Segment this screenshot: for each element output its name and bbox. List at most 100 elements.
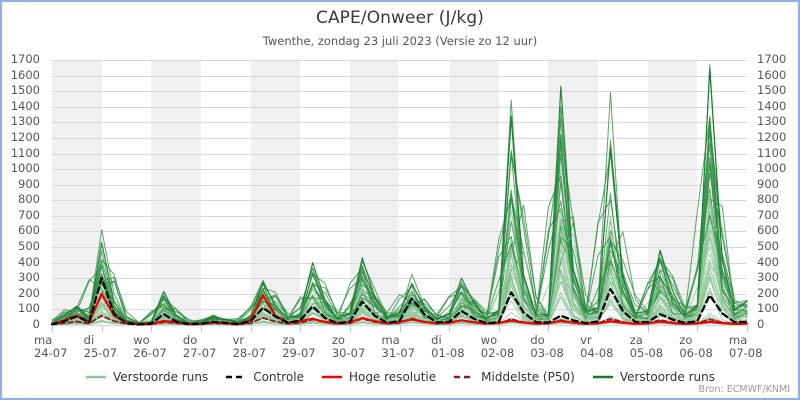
y-tick-label-left: 1600: [10, 67, 40, 82]
series-group: [50, 64, 749, 326]
ensemble-member-line: [51, 179, 748, 325]
y-tick-label-left: 1400: [10, 98, 40, 113]
gridline: [52, 60, 747, 61]
x-tick-weekday: ma: [381, 333, 400, 347]
x-tick-label: za 29-07: [282, 334, 342, 360]
y-tick-label-right: 1400: [757, 98, 787, 113]
x-tick-date: 29-07: [282, 346, 316, 360]
y-tick-label-left: 300: [18, 270, 40, 285]
x-tick-mark: [250, 325, 252, 332]
x-tick-label: ma 07-08: [729, 334, 789, 360]
y-tick-label-right: 500: [757, 239, 779, 254]
x-tick-date: 27-07: [182, 346, 217, 360]
y-tick-label-right: 1700: [757, 52, 787, 66]
gridline: [52, 200, 747, 201]
x-tick-weekday: ma: [729, 333, 748, 347]
x-tick-mark: [647, 325, 649, 332]
x-tick-mark: [548, 325, 550, 332]
gridline: [52, 278, 747, 279]
legend-label: Verstoorde runs: [113, 370, 209, 384]
y-tick-label-right: 1600: [757, 67, 787, 82]
x-tick-mark: [697, 325, 699, 332]
x-tick-weekday: di: [83, 333, 95, 347]
x-tick-label: do 03-08: [530, 334, 590, 360]
legend-label: Hoge resolutie: [348, 370, 437, 384]
x-tick-mark: [449, 325, 451, 332]
legend-item[interactable]: Middelste (P50): [453, 370, 575, 384]
legend-item[interactable]: Hoge resolutie: [321, 370, 436, 384]
x-tick-date: 04-08: [580, 346, 614, 360]
legend-item[interactable]: Controle: [225, 370, 304, 384]
gridline: [52, 107, 747, 108]
x-tick-label: vr 28-07: [233, 334, 293, 360]
gridline: [52, 122, 747, 123]
x-tick-mark: [498, 325, 500, 332]
y-tick-label-left: 900: [18, 176, 40, 191]
ensemble-envelope-line: [51, 68, 748, 325]
x-tick-weekday: zo: [679, 333, 693, 347]
y-tick-label-right: 600: [757, 223, 779, 238]
legend-label: Controle: [253, 370, 304, 384]
legend-swatch-line-icon: [321, 375, 342, 379]
plot-area: [50, 60, 749, 326]
legend-swatch-line-icon: [454, 375, 475, 379]
ensemble-member-line: [51, 238, 748, 325]
y-tick-label-left: 500: [18, 239, 40, 254]
x-tick-date: 31-07: [381, 346, 415, 360]
x-tick-date: 24-07: [34, 346, 68, 360]
x-tick-date: 30-07: [331, 346, 366, 360]
x-tick-weekday: zo: [331, 333, 345, 347]
y-tick-label-right: 300: [757, 270, 779, 285]
x-tick-label: ma 24-07: [34, 334, 94, 360]
x-tick-date: 07-08: [729, 346, 763, 360]
x-tick-mark: [399, 325, 401, 332]
legend-label: Middelste (P50): [481, 370, 575, 384]
x-tick-mark: [747, 325, 748, 332]
gridline: [52, 263, 747, 264]
gridline: [52, 91, 747, 92]
x-tick-mark: [200, 325, 202, 332]
x-tick-label: di 25-07: [84, 334, 144, 360]
ensemble-member-line: [51, 175, 748, 324]
y-tick-label-left: 700: [18, 207, 40, 222]
y-tick-label-right: 700: [757, 207, 779, 222]
y-tick-label-left: 1200: [10, 129, 40, 144]
ensemble-member-line: [51, 131, 748, 324]
x-tick-label: ma 31-07: [382, 334, 442, 360]
y-tick-label-left: 800: [18, 192, 40, 207]
day-band: [151, 60, 201, 325]
y-tick-label-right: 1500: [757, 83, 787, 98]
gridline: [52, 216, 747, 217]
legend-item[interactable]: Verstoorde runs: [592, 370, 715, 384]
x-tick-weekday: za: [629, 333, 643, 347]
ensemble-member-line: [51, 92, 748, 325]
y-tick-label-right: 1300: [757, 114, 787, 129]
legend-swatch-line-icon: [592, 375, 613, 379]
x-tick-weekday: wo: [133, 333, 150, 347]
ensemble-member-line: [51, 187, 748, 325]
legend-item[interactable]: Verstoorde runs: [85, 370, 208, 384]
ensemble-member-line: [51, 118, 748, 325]
y-tick-label-left: 0: [32, 317, 40, 331]
x-tick-date: 06-08: [679, 346, 713, 360]
x-tick-weekday: do: [530, 333, 545, 347]
y-tick-label-left: 1000: [10, 161, 40, 176]
y-tick-label-right: 1200: [757, 129, 787, 144]
x-tick-weekday: ma: [34, 333, 53, 347]
legend-swatch-line-icon: [86, 375, 107, 379]
x-tick-label: zo 06-08: [679, 334, 739, 360]
day-band: [250, 60, 301, 325]
gridline: [52, 169, 747, 170]
gridline: [52, 247, 747, 248]
ensemble-member-line: [51, 116, 748, 325]
y-tick-label-left: 1700: [10, 52, 40, 66]
x-tick-weekday: vr: [232, 333, 245, 347]
x-tick-weekday: wo: [480, 333, 498, 347]
x-tick-date: 25-07: [83, 346, 118, 360]
gridline: [52, 231, 747, 232]
x-tick-label: za 05-08: [630, 334, 690, 360]
x-tick-date: 05-08: [629, 346, 664, 360]
y-tick-label-right: 800: [757, 192, 779, 207]
page-title: CAPE/Onweer (J/kg): [315, 8, 485, 28]
